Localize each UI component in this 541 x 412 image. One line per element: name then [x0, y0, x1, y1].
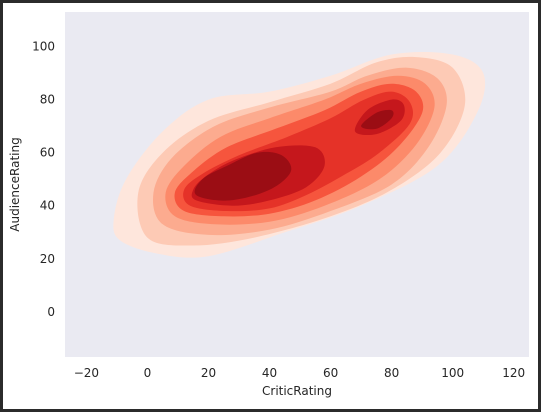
- kde-chart: −20 0 20 40 60 80 100 120 0 20 40 60 80 100 CriticRa…: [8, 12, 529, 398]
- y-tick-label: 0: [47, 305, 55, 319]
- contour-level-8-region-8: [194, 151, 292, 201]
- y-tick-label: 40: [40, 199, 55, 213]
- y-tick-label: 80: [40, 93, 55, 107]
- contour-layer: [113, 51, 486, 258]
- x-tick-label: 100: [441, 366, 464, 380]
- x-tick-label: 0: [144, 366, 152, 380]
- x-tick-label: 40: [262, 366, 277, 380]
- y-tick-label: 60: [40, 146, 55, 160]
- x-tick-label: 80: [384, 366, 399, 380]
- y-tick-label: 100: [32, 40, 55, 54]
- contour-level-8-region-9: [361, 109, 394, 130]
- y-axis-label: AudienceRating: [8, 137, 22, 231]
- y-tick-label: 20: [40, 252, 55, 266]
- x-tick-label: −20: [74, 366, 99, 380]
- y-tick-labels: 0 20 40 60 80 100: [32, 40, 55, 319]
- x-tick-label: 120: [502, 366, 525, 380]
- x-tick-label: 60: [323, 366, 338, 380]
- x-tick-labels: −20 0 20 40 60 80 100 120: [74, 366, 525, 380]
- figure-frame: −20 0 20 40 60 80 100 120 0 20 40 60 80 100 CriticRa…: [3, 3, 538, 409]
- x-tick-label: 20: [201, 366, 216, 380]
- x-axis-label: CriticRating: [262, 384, 332, 398]
